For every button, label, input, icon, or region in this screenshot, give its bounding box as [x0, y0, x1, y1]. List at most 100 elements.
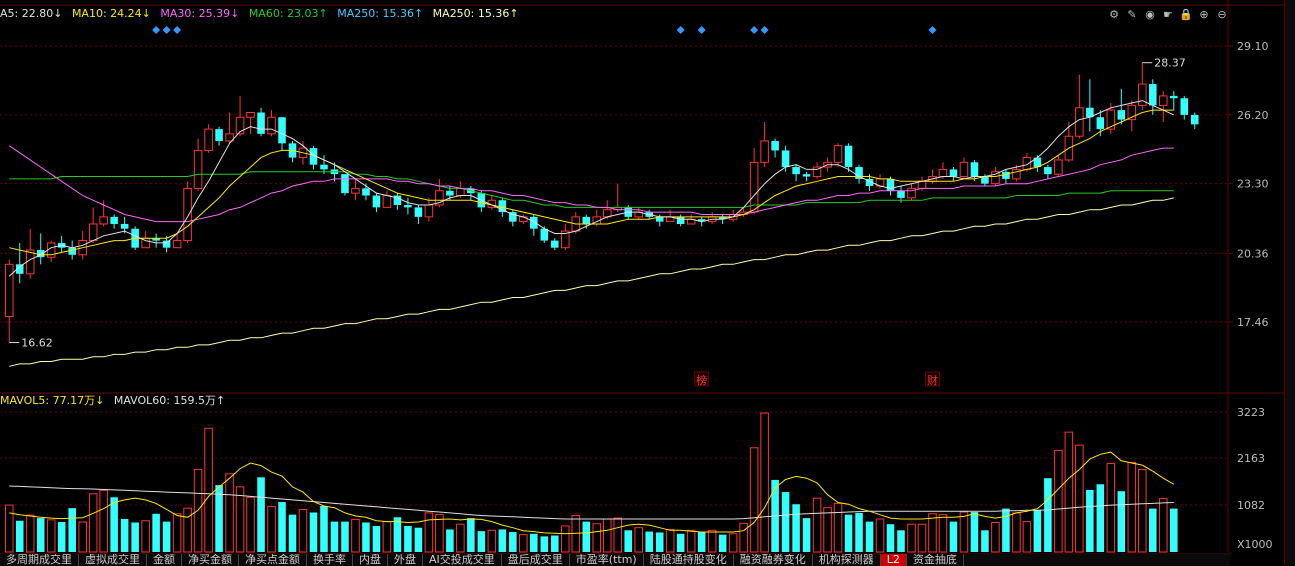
candle-down: [36, 250, 45, 258]
candle-down: [152, 238, 160, 241]
indicator-tab[interactable]: 盘后成交里: [502, 554, 570, 566]
price-tick-label: 26.20: [1237, 109, 1269, 122]
candle-up: [225, 133, 234, 142]
candle-down: [582, 216, 591, 224]
candle-down: [15, 264, 24, 274]
volume-bar-down: [131, 522, 139, 552]
indicator-tab[interactable]: 净买金额: [182, 554, 239, 566]
volume-bar-up: [760, 412, 769, 553]
volume-bar-down: [120, 518, 129, 552]
indicator-tab[interactable]: 市盈率(ttm): [570, 554, 644, 566]
volume-bar-down: [498, 529, 507, 552]
candle-up: [1159, 95, 1168, 106]
volume-bar-up: [25, 514, 35, 553]
tab-l2-badge[interactable]: L2: [880, 554, 907, 566]
candle-up: [204, 128, 213, 151]
candle-down: [1044, 167, 1052, 175]
candle-up: [246, 112, 255, 118]
candle-down: [1190, 114, 1199, 125]
signal-diamond-icon: [697, 26, 706, 34]
volume-bar-down: [970, 512, 979, 552]
volume-bar-up: [613, 517, 623, 553]
legend-ma60: MA60: 23.03↑: [248, 7, 328, 20]
eye-icon[interactable]: ◉: [1145, 8, 1155, 21]
hand-icon[interactable]: ☛: [1163, 8, 1173, 21]
pen-icon[interactable]: ✎: [1127, 8, 1137, 21]
volume-bar-down: [1044, 478, 1052, 552]
candle-up: [959, 161, 969, 178]
volume-bar-down: [844, 514, 853, 552]
candle-down: [1169, 95, 1178, 99]
volume-bar-down: [477, 531, 486, 552]
volume-tick-label: 2163: [1237, 452, 1265, 465]
candle-down: [414, 207, 423, 217]
legend-mavol5: MAVOL5: 77.17万↓: [0, 394, 105, 407]
indicator-tab[interactable]: 陆股通持股变化: [644, 554, 734, 566]
volume-bar-down: [897, 530, 905, 552]
price-tick-label: 20.36: [1237, 247, 1269, 260]
volume-bar-up: [4, 504, 14, 553]
candle-down: [120, 223, 129, 229]
candle-down: [718, 216, 727, 220]
volume-bar-up: [204, 427, 213, 553]
indicator-tab[interactable]: 外盘: [388, 554, 423, 566]
volume-bar-down: [362, 522, 370, 552]
indicator-tab[interactable]: AI交投成交里: [423, 554, 502, 566]
volume-bar-down: [949, 521, 958, 552]
indicator-tab[interactable]: 机构探测器: [813, 554, 881, 566]
candles: [4, 62, 1199, 343]
volume-bar-up: [561, 525, 570, 553]
candle-up: [1106, 109, 1116, 130]
volume-bar-down: [288, 514, 297, 552]
event-badge: [924, 371, 940, 387]
volume-tick-label: 1082: [1237, 499, 1265, 512]
indicator-tab[interactable]: 金额: [147, 554, 182, 566]
volume-bar-up: [246, 496, 255, 553]
candle-up: [4, 263, 14, 317]
indicator-tab[interactable]: 虚拟成交里: [79, 554, 147, 566]
volume-bar-down: [1033, 510, 1042, 552]
candle-down: [393, 195, 402, 205]
indicator-tab[interactable]: 多周期成交里: [0, 554, 79, 566]
signal-diamond-icon: [152, 26, 161, 34]
volume-bar-down: [330, 521, 339, 552]
volume-bar-down: [1086, 489, 1094, 552]
indicator-tab[interactable]: 资金抽底: [907, 554, 964, 566]
candle-down: [781, 150, 790, 168]
candle-down: [530, 216, 538, 229]
volume-unit-label: X1000: [1237, 538, 1273, 551]
legend-ma10: MA10: 24.24↓: [71, 7, 151, 20]
gear-icon[interactable]: ⚙: [1109, 8, 1119, 21]
zoom-in-icon[interactable]: ⊕: [1199, 8, 1209, 21]
lock-icon[interactable]: 🔒: [1179, 8, 1193, 21]
indicator-tab[interactable]: 换手率: [307, 554, 353, 566]
volume-bar-up: [602, 518, 612, 553]
volume-bar-down: [404, 525, 412, 552]
zoom-out-icon[interactable]: ⊖: [1217, 8, 1227, 21]
volume-bar-up: [833, 502, 843, 553]
candle-down: [855, 167, 863, 179]
candle-up: [172, 240, 182, 249]
grid: [0, 0, 1284, 552]
volume-bar-down: [414, 527, 423, 552]
volume-bar-up: [1012, 512, 1021, 553]
signal-diamond-icon: [928, 26, 937, 34]
indicator-tab[interactable]: 内盘: [353, 554, 388, 566]
candle-up: [991, 171, 1000, 185]
volume-bar-up: [88, 493, 98, 553]
volume-bar-up: [351, 518, 360, 553]
volume-bar-up: [519, 534, 528, 553]
volume-bar-down: [1169, 508, 1178, 552]
low-price-label: 16.62: [21, 337, 53, 350]
candle-down: [162, 240, 171, 248]
volume-bar-up: [1075, 444, 1084, 553]
line-mavol60: [9, 485, 1174, 520]
indicator-tab[interactable]: 融资融券变化: [734, 554, 813, 566]
volume-bar-down: [467, 518, 475, 552]
legend-ma250-b: MA250: 15.36↑: [432, 7, 519, 20]
volume-bar-up: [1064, 431, 1074, 553]
price-tick-label: 17.46: [1237, 316, 1269, 329]
volume-bar-up: [739, 522, 748, 553]
indicator-tab[interactable]: 净买点金额: [239, 554, 307, 566]
